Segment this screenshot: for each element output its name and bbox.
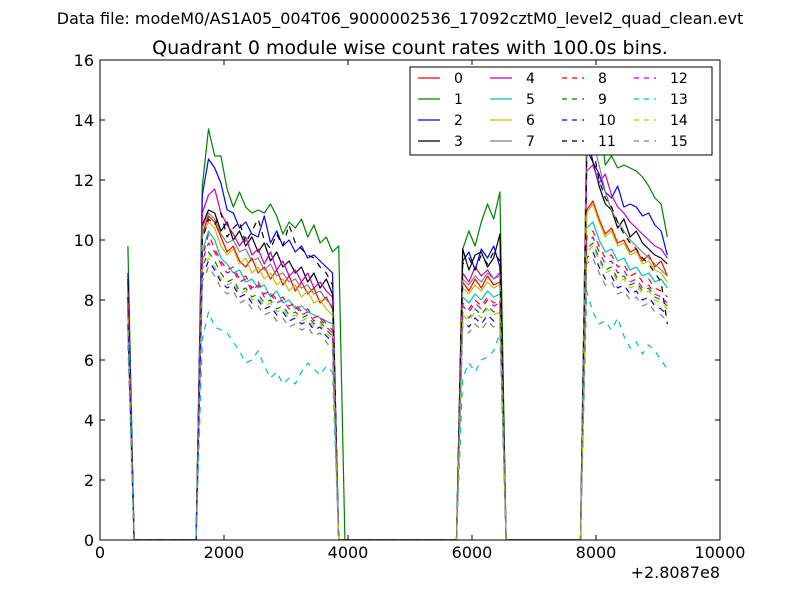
legend-label-2: 2	[454, 113, 463, 129]
series-line-15	[127, 257, 668, 540]
figure-suptitle: Data file: modeM0/AS1A05_004T06_90000025…	[57, 9, 743, 29]
series-line-10	[127, 251, 668, 540]
legend-label-4: 4	[526, 71, 535, 87]
series-line-14	[127, 245, 668, 540]
y-tick-label: 2	[84, 471, 94, 490]
y-tick-label: 16	[74, 51, 94, 70]
series-line-3	[127, 131, 668, 540]
x-offset-label: +2.8087e8	[631, 563, 720, 582]
x-tick-label: 0	[95, 543, 105, 562]
series-line-13	[127, 290, 668, 540]
x-axis: 0 2000 4000 6000 8000 10000	[95, 60, 746, 562]
y-tick-label: 14	[74, 111, 94, 130]
series-line-5	[127, 221, 668, 540]
x-tick-label: 2000	[204, 543, 245, 562]
series-line-8	[127, 230, 668, 540]
legend-label-8: 8	[598, 71, 607, 87]
series-line-4	[127, 164, 668, 540]
series-line-9	[127, 242, 668, 540]
x-tick-label: 10000	[695, 543, 746, 562]
series-line-7	[127, 122, 668, 540]
y-tick-label: 12	[74, 171, 94, 190]
series-line-2	[127, 149, 668, 540]
series-line-6	[127, 203, 668, 540]
legend-label-5: 5	[526, 92, 535, 108]
legend-label-9: 9	[598, 92, 607, 108]
x-tick-label: 8000	[576, 543, 617, 562]
legend-label-0: 0	[454, 71, 463, 87]
legend-label-12: 12	[670, 71, 688, 87]
y-tick-label: 0	[84, 531, 94, 550]
legend-label-3: 3	[454, 134, 463, 150]
y-tick-label: 10	[74, 231, 94, 250]
legend-label-11: 11	[598, 134, 616, 150]
legend-label-6: 6	[526, 113, 535, 129]
plot-area	[127, 116, 668, 540]
legend-label-14: 14	[670, 113, 688, 129]
series-line-1	[127, 116, 668, 540]
legend-label-1: 1	[454, 92, 463, 108]
legend-label-15: 15	[670, 134, 688, 150]
y-tick-label: 8	[84, 291, 94, 310]
legend-label-7: 7	[526, 134, 535, 150]
chart-title: Quadrant 0 module wise count rates with …	[152, 37, 668, 59]
x-tick-label: 4000	[328, 543, 369, 562]
legend-label-10: 10	[598, 113, 616, 129]
y-tick-label: 6	[84, 351, 94, 370]
y-tick-label: 4	[84, 411, 94, 430]
legend-box	[409, 66, 713, 156]
legend-label-13: 13	[670, 92, 688, 108]
series-line-0	[127, 200, 668, 540]
x-tick-label: 6000	[452, 543, 493, 562]
